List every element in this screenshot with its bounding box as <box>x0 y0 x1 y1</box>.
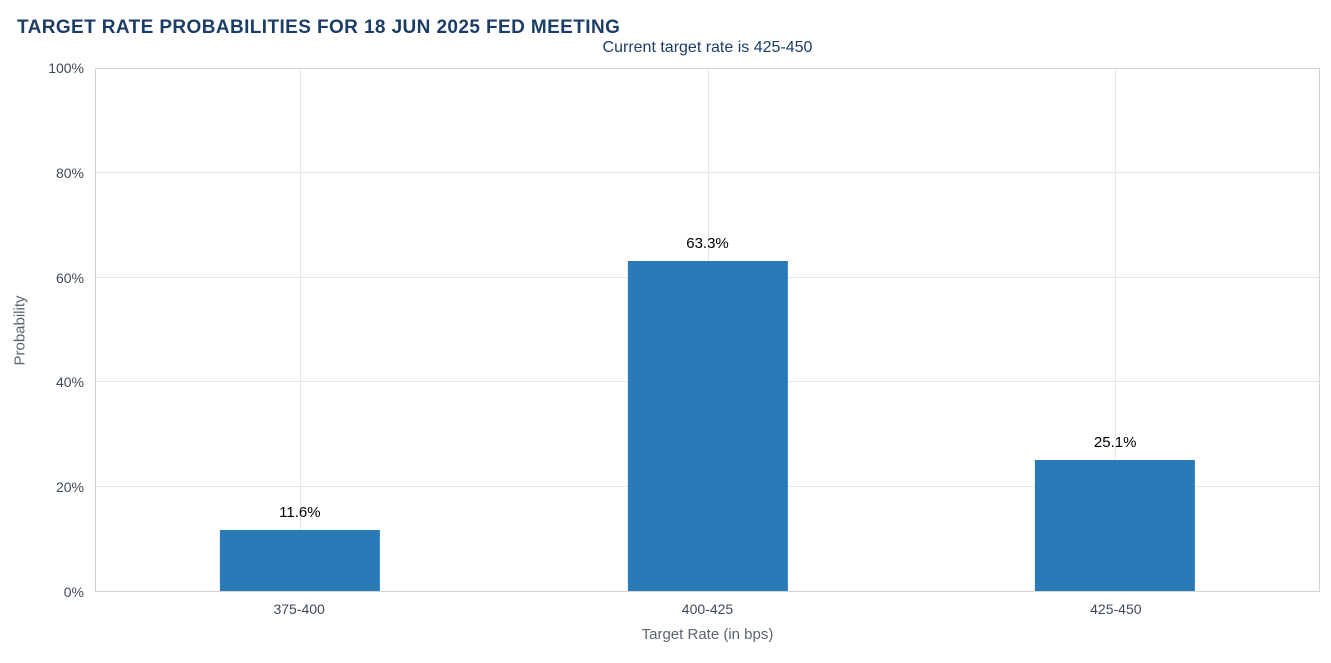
y-tick-label: 100% <box>48 60 84 76</box>
x-tick-label: 400-425 <box>681 601 734 617</box>
bar-400-425 <box>627 260 788 591</box>
bar-425-450 <box>1035 459 1196 591</box>
x-axis: 375-400 400-425 425-450 <box>95 592 1320 622</box>
x-axis-title: Target Rate (in bps) <box>641 626 774 643</box>
bar-375-400 <box>219 530 380 591</box>
y-tick-label: 0% <box>63 584 84 600</box>
v-gridline <box>1115 69 1117 591</box>
bar-value-label: 63.3% <box>686 234 729 252</box>
bar-value-label: 25.1% <box>1093 433 1137 451</box>
chart-title: TARGET RATE PROBABILITIES FOR 18 JUN 202… <box>17 16 621 38</box>
x-tick-label: 425-450 <box>1090 601 1142 617</box>
y-tick-label: 60% <box>55 269 84 286</box>
bar-value-label: 11.6% <box>279 504 321 522</box>
y-tick-label: 20% <box>55 479 84 496</box>
plot-area: 11.6% 63.3% 25.1% <box>95 68 1320 592</box>
y-tick-label: 40% <box>55 374 84 391</box>
y-tick-label: 80% <box>55 164 84 181</box>
v-gridline <box>299 69 301 591</box>
y-axis: 0% 20% 40% 60% 80% 100% <box>0 60 90 600</box>
chart-subtitle: Current target rate is 425-450 <box>602 39 813 56</box>
x-tick-label: 375-400 <box>273 601 325 617</box>
